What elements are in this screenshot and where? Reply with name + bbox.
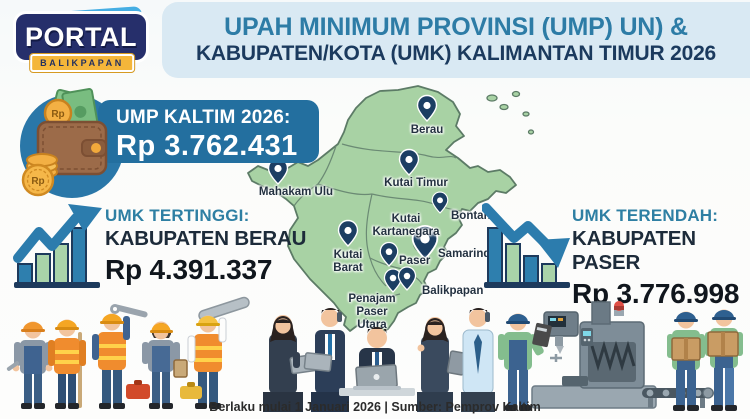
businessperson-1 (263, 315, 319, 412)
map-label-penajam-paser-utara: Penajam Paser Utara (348, 293, 396, 331)
map-label-mahakam-ulu: Mahakam Ulu (258, 186, 334, 198)
business-people-illustration (263, 308, 495, 412)
umk-lowest-label: UMK TERENDAH: (572, 206, 719, 225)
kaltim-map-svg (247, 85, 535, 334)
footer-note: Berlaku mulai 1 Januari 2026 | Sumber: P… (209, 400, 541, 414)
worker-4 (142, 321, 188, 409)
construction-workers-illustration (6, 296, 250, 409)
umk-highest-block: UMK TERTINGGI: KABUPATEN BERAU Rp 4.391.… (105, 206, 306, 286)
businessperson-3 (339, 327, 415, 396)
worker-5 (180, 296, 250, 409)
worker-1 (6, 321, 53, 409)
map-label-paser: Paser (399, 255, 431, 267)
factory-worker-3 (705, 309, 743, 411)
portal-balikpapan-logo: PORTAL BALIKPAPAN (16, 6, 148, 76)
map-label-berau: Berau (410, 124, 444, 136)
logo-subtitle-banner: BALIKPAPAN (29, 53, 135, 73)
logo-title: PORTAL (25, 21, 137, 52)
coin-label-big: Rp (31, 176, 44, 187)
title-line-1: UPAH MINIMUM PROVINSI (UMP) UN) & (224, 12, 688, 41)
bar-chart-up-arrow-icon (13, 204, 102, 288)
title-panel: UPAH MINIMUM PROVINSI (UMP) UN) & KABUPA… (162, 2, 750, 78)
bar-chart-down-arrow-icon (482, 203, 570, 288)
title-line-2: KABUPATEN/KOTA (UMK) KALIMANTAN TIMUR 20… (195, 42, 717, 66)
umk-lowest-region: KABUPATEN PASER (572, 227, 696, 274)
map-label-kutai-kartanegara: Kutai Kartanegara (372, 213, 440, 238)
ump-amount: Rp 3.762.431 (116, 130, 298, 162)
factory-workers-illustration (498, 301, 743, 411)
factory-machine (531, 301, 714, 409)
cnc-head (543, 311, 579, 362)
map-label-balikpapan: Balikpapan (422, 285, 484, 297)
umk-lowest-block: UMK TERENDAH: KABUPATEN PASER Rp 3.776.9… (572, 206, 750, 310)
ump-banner: UMP KALTIM 2026: Rp 3.762.431 (98, 100, 319, 163)
map-label-kutai-barat: Kutai Barat (333, 249, 363, 274)
map-label-samarinda: Samarinda (438, 248, 497, 260)
businessperson-2 (303, 308, 349, 412)
businessperson-5 (461, 308, 495, 412)
kaltim-map: Berau Mahakam Ulu Kutai Timur Bontang Ku… (246, 80, 538, 342)
worker-2 (48, 319, 86, 409)
wallet-money-icon: Rp Rp (21, 88, 108, 197)
logo-box: PORTAL (16, 14, 146, 60)
umk-highest-label: UMK TERTINGGI: (105, 206, 250, 225)
factory-worker-2 (667, 311, 705, 411)
islands (486, 90, 535, 135)
coin-label-small: Rp (51, 109, 64, 120)
umk-highest-region: KABUPATEN BERAU (105, 227, 307, 250)
ump-label: UMP KALTIM 2026: (116, 107, 291, 128)
factory-worker-1 (498, 313, 552, 411)
businessperson-4 (417, 317, 468, 412)
worker-3 (92, 304, 150, 409)
umk-highest-amount: Rp 4.391.337 (105, 254, 273, 285)
map-label-kutai-timur: Kutai Timur (384, 177, 448, 189)
